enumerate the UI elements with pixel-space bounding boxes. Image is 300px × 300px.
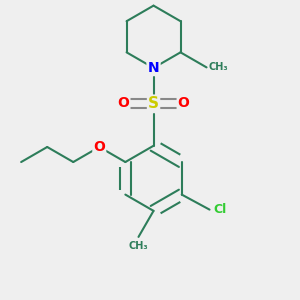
Text: N: N: [148, 61, 159, 75]
Text: CH₃: CH₃: [208, 62, 228, 72]
Text: Cl: Cl: [213, 203, 226, 216]
Text: N: N: [148, 61, 159, 75]
Text: CH₃: CH₃: [129, 241, 148, 251]
Text: O: O: [178, 96, 190, 110]
Text: S: S: [148, 96, 159, 111]
Text: O: O: [93, 140, 105, 154]
Text: O: O: [118, 96, 129, 110]
